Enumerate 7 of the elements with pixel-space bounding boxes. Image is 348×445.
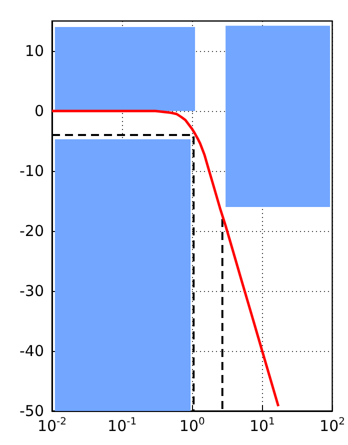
y-tick-label: -50: [20, 402, 44, 420]
y-tick-label: -10: [20, 162, 44, 180]
y-tick-label: -30: [20, 282, 44, 300]
y-tick-label: -40: [20, 342, 44, 360]
y-tick-label: 0: [34, 102, 44, 120]
y-tick-label: 10: [24, 42, 44, 60]
y-tick-label: -20: [20, 222, 44, 240]
